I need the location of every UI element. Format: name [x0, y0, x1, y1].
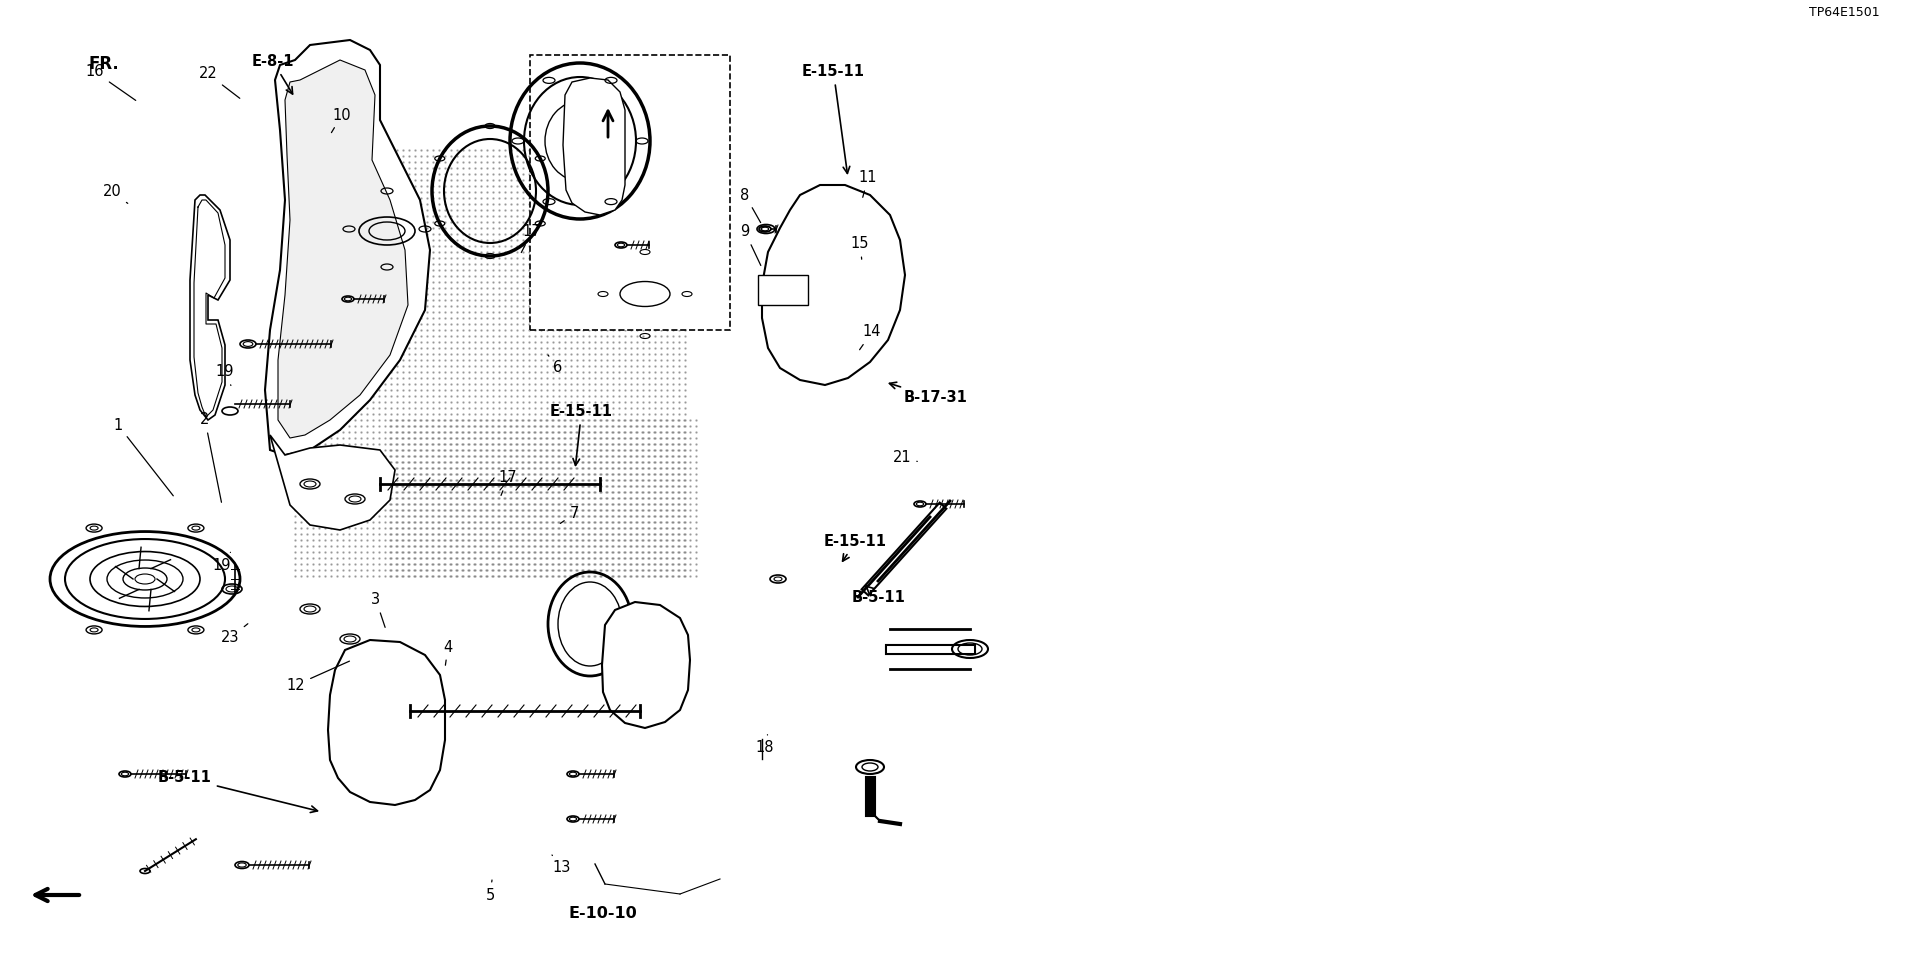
Text: B-5-11: B-5-11 — [852, 586, 906, 605]
Text: E-15-11: E-15-11 — [824, 534, 887, 561]
Text: 23: 23 — [221, 623, 248, 645]
Text: E-15-11: E-15-11 — [549, 405, 612, 465]
Polygon shape — [271, 435, 396, 530]
Text: 11: 11 — [858, 171, 877, 198]
Bar — [758, 275, 808, 305]
Text: 14: 14 — [860, 324, 881, 350]
Polygon shape — [563, 78, 626, 215]
Text: E-15-11: E-15-11 — [803, 64, 866, 174]
Text: 21: 21 — [893, 451, 918, 465]
Text: 13: 13 — [553, 855, 570, 876]
Text: B-17-31: B-17-31 — [889, 383, 968, 406]
Polygon shape — [762, 185, 904, 385]
Text: 1: 1 — [113, 417, 173, 496]
Text: 5: 5 — [486, 880, 495, 902]
Text: 22: 22 — [198, 66, 240, 99]
Text: TP64E1501: TP64E1501 — [1809, 6, 1880, 19]
Text: 8: 8 — [741, 188, 760, 222]
Text: E-10-10: E-10-10 — [568, 906, 637, 922]
Text: 16: 16 — [86, 64, 136, 101]
Polygon shape — [328, 640, 445, 805]
Text: 15: 15 — [851, 237, 870, 259]
Text: FR.: FR. — [88, 55, 119, 73]
Text: 7: 7 — [561, 506, 578, 524]
Polygon shape — [603, 602, 689, 728]
Text: 19: 19 — [213, 552, 230, 573]
Text: 3: 3 — [371, 593, 386, 627]
Polygon shape — [265, 40, 430, 455]
Bar — [530, 55, 730, 330]
Polygon shape — [278, 60, 407, 438]
Text: 9: 9 — [741, 224, 760, 266]
Text: 2: 2 — [200, 412, 221, 503]
Text: 6: 6 — [547, 355, 563, 376]
Text: 12: 12 — [286, 661, 349, 692]
Text: 20: 20 — [102, 184, 129, 203]
Text: 10: 10 — [332, 107, 351, 132]
Text: 18: 18 — [756, 735, 774, 756]
Text: E-8-1: E-8-1 — [252, 55, 294, 94]
Text: B-5-11: B-5-11 — [157, 770, 317, 812]
Text: 19: 19 — [215, 364, 234, 386]
Text: 4: 4 — [444, 640, 453, 666]
Text: 17: 17 — [499, 471, 516, 496]
Text: 17: 17 — [522, 224, 541, 252]
Polygon shape — [190, 195, 230, 420]
